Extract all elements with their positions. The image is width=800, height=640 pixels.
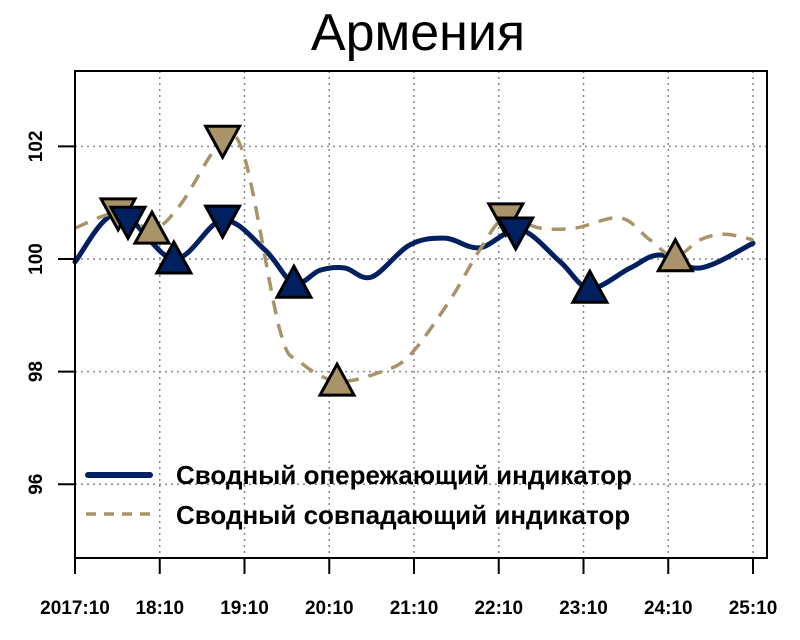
- y-tick-label: 98: [26, 361, 47, 382]
- x-tick-label: 24:10: [644, 598, 693, 619]
- x-tick-label: 2017:10: [40, 598, 110, 619]
- y-tick-label: 96: [26, 474, 47, 495]
- y-tick-label: 102: [26, 131, 47, 163]
- x-tick-label: 18:10: [135, 598, 184, 619]
- triangle-up-marker: [317, 361, 357, 397]
- axes: 2017:10 18:10 19:10 20:10 21:10 22:10 23:10 24:…: [26, 131, 777, 619]
- triangle-up-marker: [570, 268, 610, 304]
- coincident-indicator-line: [74, 133, 754, 384]
- triangle-up-marker: [655, 236, 695, 273]
- triangle-up-marker: [274, 263, 314, 299]
- triangle-up-marker: [154, 238, 194, 275]
- leading-indicator-line: [72, 210, 756, 291]
- triangle-up-marker: [132, 209, 172, 245]
- marker-layer: [98, 124, 695, 397]
- triangle-down-marker: [203, 204, 243, 241]
- legend-label-leading: Сводный опережающий индикатор: [176, 460, 632, 490]
- x-tick-label: 25:10: [729, 598, 778, 619]
- series-layer: [72, 133, 756, 384]
- legend-label-coincident: Сводный совпадающий индикатор: [176, 500, 630, 530]
- triangle-down-marker: [496, 216, 536, 253]
- x-tick-label: 23:10: [559, 598, 608, 619]
- triangle-down-marker: [108, 205, 148, 242]
- triangle-down-marker: [203, 124, 243, 161]
- x-tick-label: 21:10: [390, 598, 439, 619]
- x-tick-label: 19:10: [220, 598, 269, 619]
- chart-title: Армения: [311, 4, 525, 62]
- x-tick-label: 22:10: [474, 598, 523, 619]
- x-tick-label: 20:10: [305, 598, 354, 619]
- y-tick-label: 100: [26, 243, 47, 275]
- legend: Сводный опережающий индикатор Сводный со…: [85, 460, 632, 530]
